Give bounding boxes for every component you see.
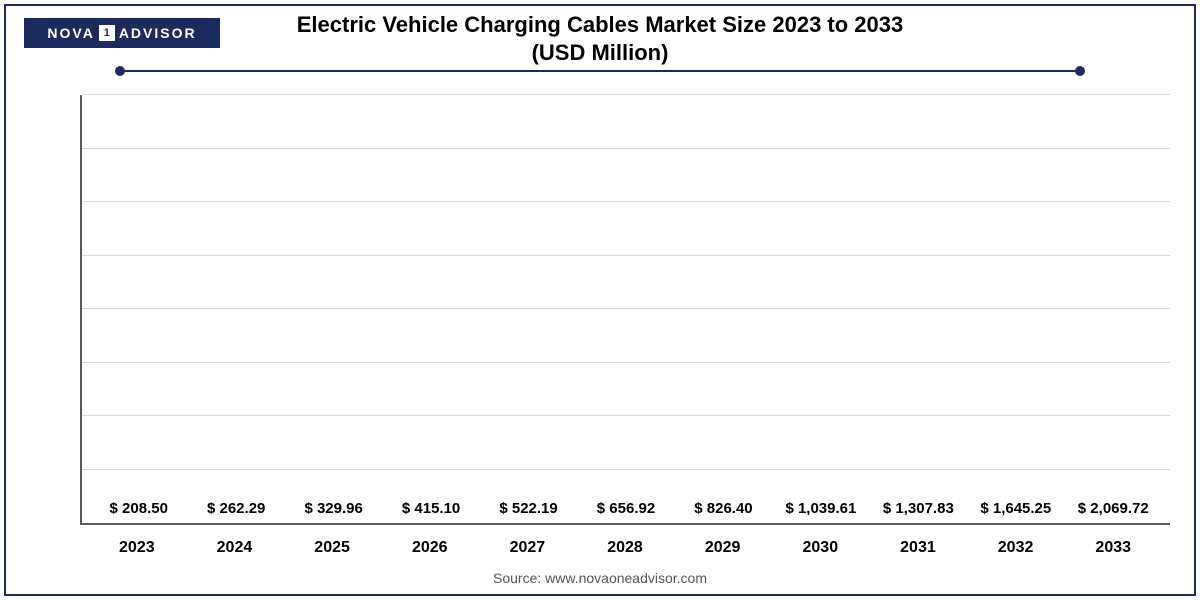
bar-slot: $ 826.40 — [675, 500, 772, 523]
bar-value-label: $ 415.10 — [402, 500, 460, 517]
title-line1: Electric Vehicle Charging Cables Market … — [0, 12, 1200, 38]
bar-slot: $ 415.10 — [382, 500, 479, 523]
x-axis-label: 2028 — [576, 539, 674, 557]
x-axis-label: 2025 — [283, 539, 381, 557]
plot-area: $ 208.50 $ 262.29 $ 329.96 $ 415.10 $ 522.19… — [80, 95, 1170, 525]
bar-value-label: $ 208.50 — [110, 500, 168, 517]
bar-slot: $ 656.92 — [577, 500, 674, 523]
x-axis-label: 2027 — [479, 539, 577, 557]
x-axis-label: 2026 — [381, 539, 479, 557]
x-axis-label: 2023 — [88, 539, 186, 557]
title-underline — [120, 70, 1080, 72]
bar-slot: $ 262.29 — [187, 500, 284, 523]
bar-value-label: $ 656.92 — [597, 500, 655, 517]
bar-value-label: $ 1,039.61 — [785, 500, 856, 517]
bar-value-label: $ 826.40 — [694, 500, 752, 517]
bar-slot: $ 1,307.83 — [870, 500, 967, 523]
source-text: Source: www.novaoneadvisor.com — [0, 570, 1200, 586]
bar-slot: $ 2,069.72 — [1065, 500, 1162, 523]
bar-value-label: $ 1,645.25 — [980, 500, 1051, 517]
x-axis-label: 2031 — [869, 539, 967, 557]
bar-value-label: $ 1,307.83 — [883, 500, 954, 517]
bar-value-label: $ 262.29 — [207, 500, 265, 517]
bar-value-label: $ 2,069.72 — [1078, 500, 1149, 517]
bar-chart: $ 208.50 $ 262.29 $ 329.96 $ 415.10 $ 522.19… — [80, 95, 1170, 525]
title-line2: (USD Million) — [0, 40, 1200, 66]
bar-slot: $ 1,645.25 — [967, 500, 1064, 523]
x-axis-label: 2029 — [674, 539, 772, 557]
chart-title: Electric Vehicle Charging Cables Market … — [0, 12, 1200, 66]
x-axis-label: 2024 — [186, 539, 284, 557]
bar-slot: $ 1,039.61 — [772, 500, 869, 523]
bar-slot: $ 522.19 — [480, 500, 577, 523]
bar-value-label: $ 522.19 — [499, 500, 557, 517]
x-axis-label: 2033 — [1064, 539, 1162, 557]
bar-value-label: $ 329.96 — [304, 500, 362, 517]
x-axis-label: 2032 — [967, 539, 1065, 557]
bar-slot: $ 329.96 — [285, 500, 382, 523]
x-axis-label: 2030 — [771, 539, 869, 557]
bars-container: $ 208.50 $ 262.29 $ 329.96 $ 415.10 $ 522.19… — [82, 95, 1170, 523]
x-axis-labels: 2023202420252026202720282029203020312032… — [80, 539, 1170, 557]
bar-slot: $ 208.50 — [90, 500, 187, 523]
